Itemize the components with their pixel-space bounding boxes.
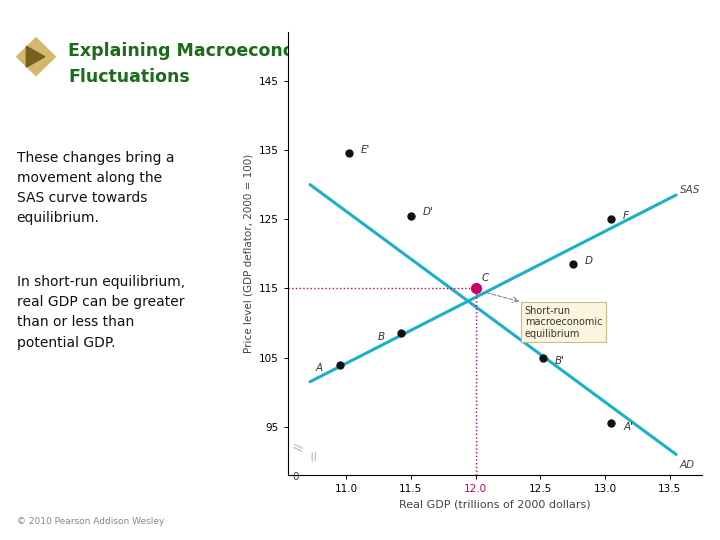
- Text: 0: 0: [292, 472, 298, 482]
- Y-axis label: Price level (GDP deflator, 2000 = 100): Price level (GDP deflator, 2000 = 100): [243, 154, 253, 353]
- Text: In short-run equilibrium,
real GDP can be greater
than or less than
potential GD: In short-run equilibrium, real GDP can b…: [17, 275, 185, 349]
- Text: © 2010 Pearson Addison Wesley: © 2010 Pearson Addison Wesley: [17, 517, 164, 526]
- Text: E': E': [361, 145, 370, 155]
- Text: A: A: [316, 363, 323, 373]
- Text: D: D: [584, 256, 593, 266]
- Text: //: //: [310, 451, 318, 463]
- Text: SAS: SAS: [680, 185, 701, 195]
- Text: A': A': [623, 422, 633, 432]
- Text: F: F: [623, 211, 629, 221]
- Text: Fluctuations: Fluctuations: [68, 68, 189, 85]
- Text: B: B: [378, 332, 385, 342]
- X-axis label: Real GDP (trillions of 2000 dollars): Real GDP (trillions of 2000 dollars): [399, 500, 591, 510]
- Text: B': B': [554, 356, 564, 366]
- Text: D': D': [423, 207, 433, 217]
- Polygon shape: [27, 46, 45, 67]
- Polygon shape: [17, 38, 55, 76]
- Text: C: C: [482, 273, 490, 283]
- Text: Short-run
macroeconomic
equilibrium: Short-run macroeconomic equilibrium: [525, 306, 602, 339]
- Text: These changes bring a
movement along the
SAS curve towards
equilibrium.: These changes bring a movement along the…: [17, 151, 174, 225]
- Text: Explaining Macroeconomic: Explaining Macroeconomic: [68, 42, 329, 59]
- Text: AD: AD: [680, 460, 695, 470]
- Text: //: //: [294, 443, 305, 451]
